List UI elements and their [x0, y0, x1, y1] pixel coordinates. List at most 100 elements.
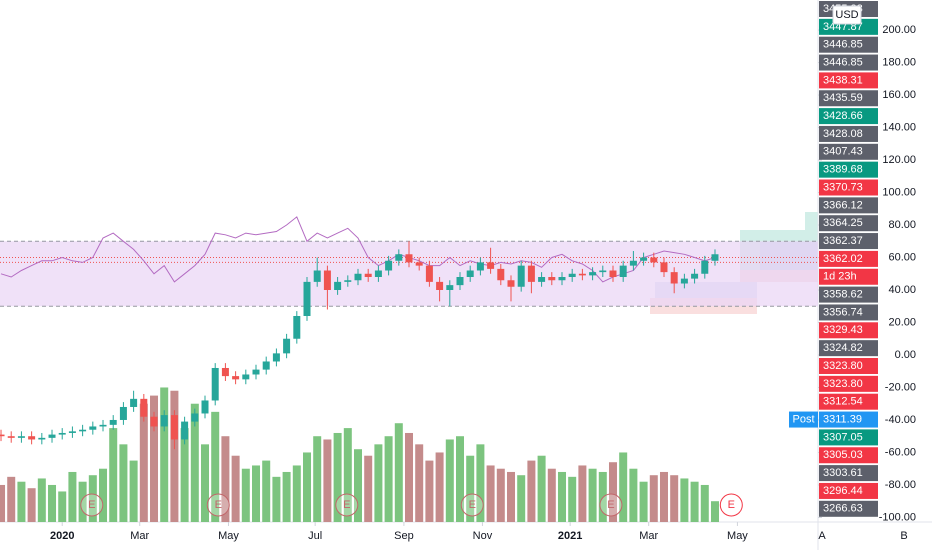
price-label: 3428.66	[823, 110, 863, 122]
currency-box	[832, 5, 862, 25]
volume-bar	[241, 468, 250, 522]
earnings-label: E	[88, 499, 95, 511]
x-tick-label: May	[218, 530, 239, 542]
volume-bar	[547, 468, 556, 522]
volume-bar	[670, 475, 679, 522]
price-label: 3370.73	[823, 181, 863, 193]
candle-body	[680, 278, 688, 284]
candle-body	[17, 436, 25, 438]
x-tick-label: Nov	[473, 530, 493, 542]
volume-bar	[129, 460, 138, 522]
earnings-label: E	[215, 499, 222, 511]
volume-bar	[588, 468, 597, 522]
price-label: 1d 23h	[823, 271, 857, 283]
volume-bar	[0, 484, 6, 522]
price-label: 3266.63	[823, 503, 863, 515]
price-label: 3311.39	[823, 413, 862, 425]
earnings-marker	[719, 493, 743, 517]
volume-bar	[384, 436, 393, 522]
candle-body	[119, 406, 127, 420]
volume-bar	[109, 428, 118, 522]
price-label-box	[819, 125, 878, 142]
y-tick-label: 120.00	[882, 154, 916, 166]
price-label-box	[819, 143, 878, 160]
earnings-marker	[599, 493, 623, 517]
volume-bar	[710, 501, 719, 522]
scale-button[interactable]: A	[818, 530, 826, 542]
price-label-box	[819, 375, 878, 392]
candle-body	[99, 424, 107, 427]
volume-bar	[568, 476, 577, 522]
price-label-box	[819, 393, 878, 410]
price-label-box	[819, 268, 878, 285]
candle-body	[466, 270, 474, 278]
earnings-marker	[460, 493, 484, 517]
price-label-box	[819, 197, 878, 214]
price-label-box	[819, 322, 878, 339]
y-tick-label: -100.00	[879, 511, 916, 523]
price-label: 3428.08	[823, 128, 863, 140]
price-label: 3307.05	[823, 431, 863, 443]
candle-body	[640, 257, 648, 261]
price-label: 3323.80	[823, 378, 863, 390]
candle-body	[48, 434, 56, 438]
volume-bar	[262, 460, 271, 522]
candle-body	[58, 432, 66, 435]
y-tick-label: -20.00	[885, 381, 916, 393]
earnings-marker	[80, 493, 104, 517]
candle-body	[374, 270, 382, 278]
candle-body	[619, 265, 627, 278]
candle-body	[517, 265, 525, 287]
candle-body	[28, 436, 36, 440]
price-label-box	[819, 429, 878, 446]
y-tick-label: 80.00	[888, 219, 916, 231]
volume-bar	[496, 468, 505, 522]
price-label: 3407.43	[823, 146, 863, 158]
volume-bar	[680, 478, 689, 522]
price-label: 3362.37	[823, 235, 863, 247]
volume-bar	[221, 436, 230, 522]
candle-body	[201, 400, 209, 414]
y-tick-label: 140.00	[882, 121, 916, 133]
candle-body	[181, 421, 189, 440]
volume-bar	[374, 444, 383, 522]
volume-bar	[272, 476, 281, 522]
volume-bar	[119, 444, 128, 522]
volume-bar	[435, 452, 444, 522]
candle-body	[701, 260, 709, 274]
candle-body	[79, 429, 87, 432]
price-label: 3366.12	[823, 199, 863, 211]
volume-bar	[211, 411, 220, 522]
candle-body	[0, 434, 5, 437]
post-box	[789, 411, 818, 428]
price-label-box	[819, 482, 878, 499]
y-tick-label: -40.00	[885, 414, 916, 426]
candle-body	[558, 277, 566, 281]
volume-bar	[455, 436, 464, 522]
earnings-label: E	[607, 499, 614, 511]
candle-body	[691, 273, 699, 279]
candle-body	[262, 361, 270, 370]
candle-body	[7, 436, 15, 438]
price-label-box	[819, 161, 878, 178]
candle-body	[354, 273, 362, 281]
price-label-box	[819, 411, 878, 428]
earnings-marker	[206, 493, 230, 517]
earnings-label: E	[728, 499, 735, 511]
earnings-label: E	[343, 499, 350, 511]
price-label-box	[819, 286, 878, 303]
candle-body	[650, 257, 658, 263]
volume-bar	[313, 436, 322, 522]
volume-bar	[58, 491, 67, 522]
volume-bar	[557, 471, 566, 522]
price-label: 3305.03	[823, 449, 863, 461]
price-label-box	[819, 215, 878, 232]
candle-body	[323, 270, 331, 290]
candle-body	[68, 431, 76, 433]
x-tick-label: 2021	[558, 530, 582, 542]
scale-button[interactable]: B	[900, 530, 907, 542]
price-label-box	[819, 179, 878, 196]
price-label: 3296.44	[823, 485, 863, 497]
